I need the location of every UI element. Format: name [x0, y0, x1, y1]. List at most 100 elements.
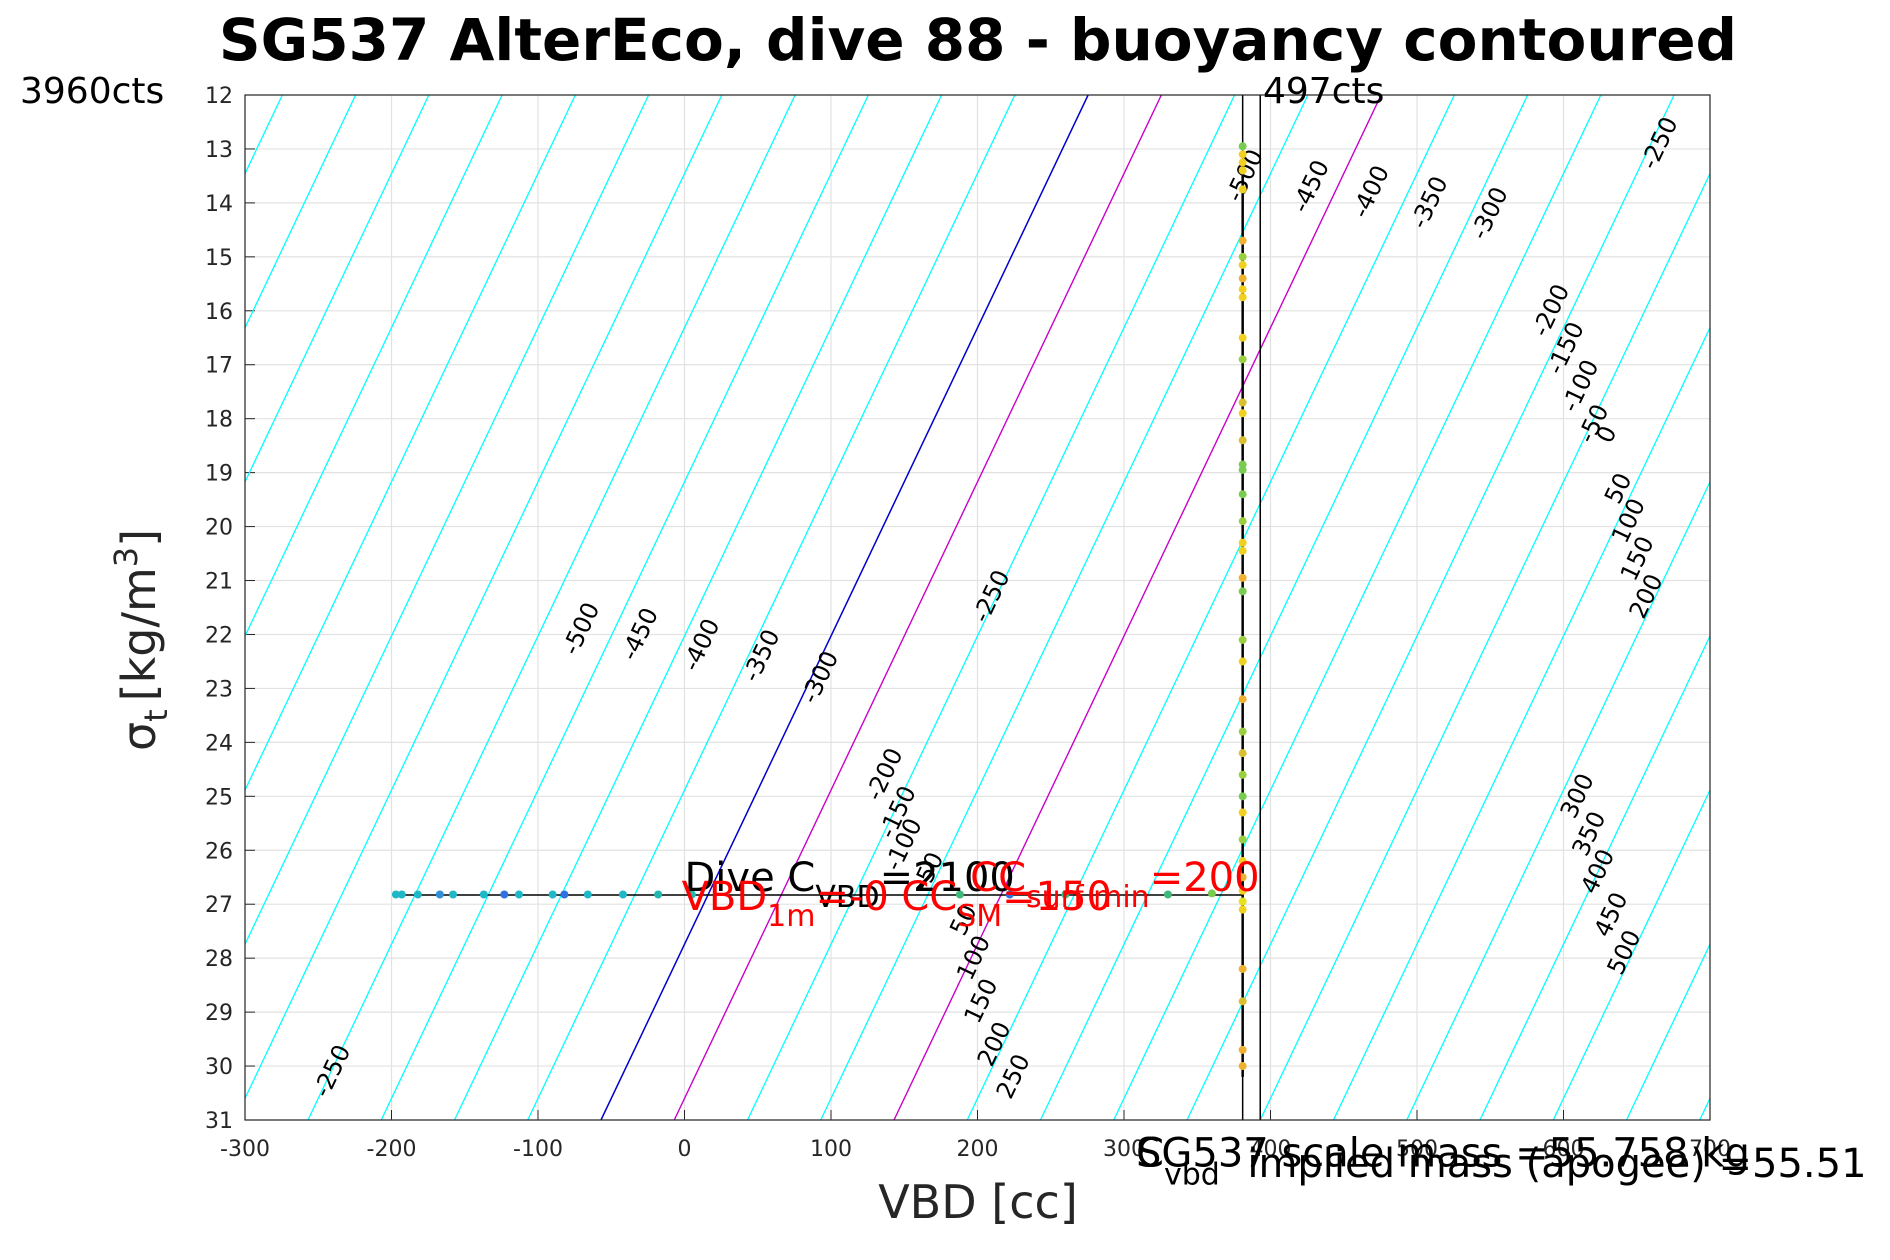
contour-line	[1332, 326, 1710, 1120]
data-point	[1238, 398, 1247, 407]
contour-line	[1773, 95, 1890, 1120]
annotation-sub: SM	[957, 899, 1002, 934]
x-axis-label: VBD [cc]	[878, 1175, 1078, 1229]
y-tick-label: 26	[205, 839, 233, 864]
data-point	[1238, 293, 1247, 302]
annotation-sub: 1m	[767, 899, 815, 934]
y-axis-label-end: ]	[112, 529, 166, 547]
data-point	[654, 890, 663, 899]
data-point	[1207, 889, 1216, 898]
grid-lines	[244, 94, 1711, 1121]
contour-line	[1846, 95, 1890, 1120]
y-tick-label: 19	[205, 462, 233, 487]
data-point	[1238, 517, 1247, 526]
mass-text: Cvbd	[1136, 1130, 1220, 1192]
contour-line	[380, 95, 869, 1120]
y-tick-label: 29	[205, 1001, 233, 1026]
data-point	[1238, 546, 1247, 555]
y-tick-label: 12	[205, 84, 233, 109]
annotation-value: =-0	[815, 874, 888, 920]
contour-line	[1406, 480, 1710, 1120]
data-point	[435, 890, 444, 899]
contour-line	[527, 95, 1016, 1120]
y-axis-label-sub: t	[137, 709, 175, 722]
contour-line	[0, 95, 63, 1120]
y-tick-label: 30	[205, 1055, 233, 1080]
data-point	[449, 890, 458, 899]
annotation-text: Dive CVBD=2100	[685, 855, 1015, 915]
x-tick-label: 0	[678, 1137, 692, 1162]
data-points	[391, 142, 1247, 1071]
data-point	[1238, 166, 1247, 175]
y-tick-label: 25	[205, 785, 233, 810]
data-point	[1061, 890, 1070, 899]
mass-text-main: implied mass (apogee) =55.51	[1247, 1141, 1866, 1187]
contour-line	[245, 95, 650, 946]
mass-text: SG537 scale mass =55.758 kg	[1136, 1130, 1750, 1176]
data-point	[1238, 285, 1247, 294]
y-axis-label-unit: [kg/m	[112, 567, 166, 701]
data-point	[1238, 695, 1247, 704]
data-point	[479, 890, 488, 899]
data-point	[560, 890, 569, 899]
data-point	[1238, 749, 1247, 758]
y-tick-label: 20	[205, 516, 233, 541]
data-point	[1238, 792, 1247, 801]
data-point	[1238, 873, 1247, 882]
data-point	[1238, 274, 1247, 283]
contour-line	[746, 95, 1236, 1120]
annotation-main: VBD	[682, 874, 768, 920]
y-tick-label: 15	[205, 246, 233, 271]
x-tick-label: -200	[367, 1137, 417, 1162]
x-tick-label: 100	[810, 1137, 852, 1162]
data-point	[1238, 185, 1247, 194]
x-tick-label: 400	[1250, 1137, 1292, 1162]
y-tick-label: 18	[205, 408, 233, 433]
data-point	[583, 890, 592, 899]
data-point	[413, 890, 422, 899]
contour-line	[1259, 172, 1710, 1120]
contour-line	[245, 95, 723, 1100]
annotation-value: =200	[1150, 855, 1260, 901]
y-axis-label-sup: 3	[107, 547, 145, 567]
annotation-text: CCsurf min=200	[970, 855, 1259, 915]
y-tick-label: 22	[205, 623, 233, 648]
data-point	[1238, 1062, 1247, 1071]
contour-line	[1186, 95, 1675, 1120]
annotation-sub: surf min	[1026, 880, 1150, 915]
data-point	[1238, 964, 1247, 973]
y-axis-label: σt [kg/m3]	[107, 529, 175, 751]
y-tick-label: 28	[205, 947, 233, 972]
mass-text-sub: vbd	[1164, 1157, 1220, 1192]
data-point	[1005, 890, 1014, 899]
x-tick-label: 300	[1103, 1137, 1145, 1162]
contour-line	[1479, 634, 1710, 1120]
data-point	[1238, 997, 1247, 1006]
data-point	[1238, 436, 1247, 445]
y-tick-label: 21	[205, 570, 233, 595]
contour-lines	[0, 95, 1890, 1120]
mass-text-main: C	[1136, 1130, 1164, 1176]
x-tick-label: 500	[1396, 1137, 1438, 1162]
data-point	[1238, 355, 1247, 364]
contour-line	[1699, 1096, 1710, 1120]
data-point	[1238, 886, 1247, 895]
mass-text-main: SG537 scale mass =55.758 kg	[1136, 1130, 1750, 1176]
x-tick-labels: -300 -200 -100 0 100 200 300 400 500 600 700	[220, 1137, 1731, 1162]
contour-line	[245, 95, 357, 330]
y-tick-labels: 12 13 14 15 16 17 18 19 20 21 22 23 24 25 26 27 28 29 30 31	[205, 84, 233, 1134]
annotation-text: VBD1m=-0	[682, 874, 889, 934]
y-tick-label: 23	[205, 677, 233, 702]
data-point	[1238, 808, 1247, 817]
data-point	[1238, 538, 1247, 547]
data-point	[1238, 150, 1247, 159]
data-point	[1238, 490, 1247, 499]
mass-text: implied mass (apogee) =55.51	[1247, 1141, 1866, 1187]
contour-line	[0, 95, 209, 1120]
contour-line	[966, 95, 1455, 1120]
contour-line	[1625, 942, 1710, 1120]
horizontal-trace	[395, 175, 1244, 1077]
